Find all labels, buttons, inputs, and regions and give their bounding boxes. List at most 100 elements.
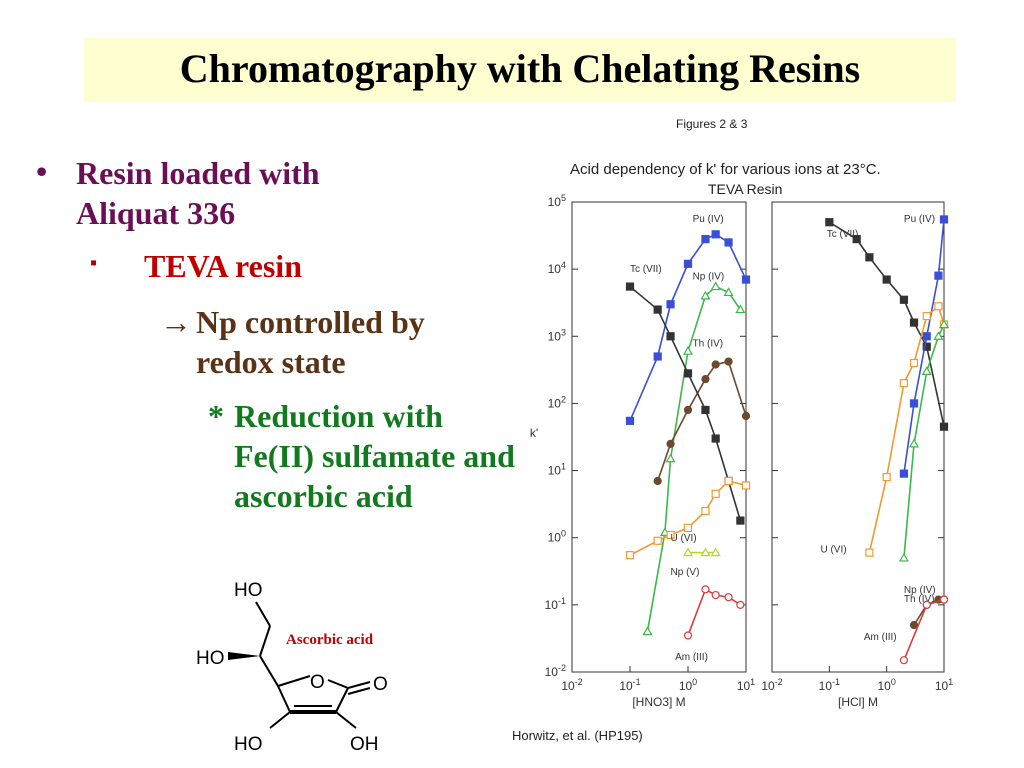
series-label: Np (IV) bbox=[693, 272, 725, 283]
data-point bbox=[865, 253, 874, 262]
y-tick-label: 100 bbox=[548, 529, 566, 545]
bond bbox=[327, 679, 349, 689]
data-point bbox=[653, 536, 662, 545]
series-line bbox=[828, 221, 945, 427]
data-point bbox=[922, 600, 931, 609]
series-label: U (VI) bbox=[671, 533, 697, 544]
data-point bbox=[933, 331, 944, 340]
data-point bbox=[899, 379, 909, 388]
data-point bbox=[939, 595, 949, 604]
data-point bbox=[724, 238, 733, 247]
atom-ho-top: HO bbox=[234, 580, 263, 601]
y-tick-label: 10-1 bbox=[545, 596, 566, 612]
bullet-marker: • bbox=[36, 153, 48, 189]
data-point bbox=[683, 405, 693, 415]
data-point bbox=[899, 469, 909, 478]
data-point bbox=[711, 434, 720, 443]
data-point bbox=[701, 405, 710, 415]
y-tick-label: 104 bbox=[548, 260, 566, 276]
data-point bbox=[939, 215, 949, 224]
data-point bbox=[700, 547, 711, 557]
plot-frame bbox=[571, 201, 747, 673]
series-label: Am (III) bbox=[675, 652, 708, 663]
data-point bbox=[909, 358, 919, 368]
bond bbox=[335, 687, 349, 713]
ascorbic-acid-structure: HO HO O O HO OH bbox=[196, 580, 388, 755]
chart-panels: 10-2 10-1 100 101 102 103 104 105 10-2 10-1 100 101… bbox=[530, 193, 953, 709]
data-point bbox=[741, 481, 751, 490]
data-point bbox=[666, 300, 675, 309]
data-point bbox=[711, 360, 720, 369]
data-point bbox=[934, 271, 943, 280]
data-point bbox=[683, 523, 693, 533]
bond bbox=[335, 711, 357, 729]
bullet-np-redox-text: Np controlled by redox state bbox=[196, 304, 425, 380]
data-point bbox=[682, 547, 694, 557]
bullet-reduction-text: Reduction with Fe(II) sulfamate and asco… bbox=[234, 398, 515, 514]
series-label: U (VI) bbox=[820, 545, 846, 556]
bond bbox=[277, 675, 311, 687]
x-axis-label: [HCl] M bbox=[838, 695, 878, 709]
data-point bbox=[653, 352, 662, 361]
data-point bbox=[625, 282, 635, 291]
data-point bbox=[683, 631, 693, 640]
atom-o-ring: O bbox=[310, 672, 325, 693]
data-point bbox=[882, 275, 891, 284]
data-point bbox=[735, 304, 746, 314]
y-tick-label: 10-2 bbox=[545, 663, 566, 679]
data-point bbox=[736, 600, 745, 609]
bullet-list: • Resin loaded with Aliquat 336 ▪ TEVA r… bbox=[36, 153, 515, 514]
x-tick-label: 100 bbox=[679, 677, 697, 693]
data-point bbox=[711, 230, 720, 239]
data-point bbox=[711, 590, 720, 600]
data-point bbox=[711, 489, 720, 498]
series-label: Tc (VII) bbox=[630, 264, 662, 275]
data-point bbox=[909, 399, 919, 408]
y-tick-label: 102 bbox=[548, 394, 566, 410]
data-point bbox=[724, 476, 733, 486]
atom-ho-bottom: HO bbox=[234, 734, 263, 755]
structure-label: Ascorbic acid bbox=[286, 632, 374, 648]
data-point bbox=[865, 548, 874, 557]
data-point bbox=[666, 332, 675, 341]
series-line bbox=[629, 480, 747, 556]
data-point bbox=[922, 332, 931, 341]
data-point bbox=[852, 235, 861, 244]
data-point bbox=[898, 552, 909, 562]
data-point bbox=[653, 476, 662, 486]
y-axis-label: k' bbox=[530, 426, 538, 440]
figure-caption: Figures 2 & 3 bbox=[676, 117, 748, 131]
data-point bbox=[736, 516, 745, 525]
bond bbox=[347, 681, 371, 689]
series-label: Th (IV) bbox=[904, 594, 935, 605]
bullet-resin: Resin loaded with Aliquat 336 bbox=[76, 155, 320, 231]
sub-bullet-marker: ▪ bbox=[90, 252, 98, 274]
data-point bbox=[653, 305, 662, 314]
figure-source: Horwitz, et al. (HP195) bbox=[512, 728, 643, 743]
bond bbox=[347, 687, 371, 695]
data-point bbox=[701, 585, 710, 594]
data-point bbox=[666, 439, 675, 448]
bullet-teva: TEVA resin bbox=[144, 248, 302, 284]
bond bbox=[255, 601, 271, 627]
x-axis-label: [HNO3] M bbox=[632, 695, 685, 709]
bond bbox=[259, 625, 271, 657]
series-label: Pu (IV) bbox=[693, 214, 724, 225]
y-tick-label: 105 bbox=[548, 193, 566, 209]
data-point bbox=[899, 295, 909, 304]
data-point bbox=[701, 235, 710, 244]
teva-figure: Figures 2 & 3 Acid dependency of k' for … bbox=[512, 117, 953, 743]
data-point bbox=[934, 302, 943, 311]
data-point bbox=[899, 656, 909, 665]
data-point bbox=[724, 593, 733, 602]
x-tick-label: 100 bbox=[877, 677, 895, 693]
series-line bbox=[868, 304, 945, 553]
x-tick-label: 101 bbox=[935, 677, 953, 693]
bond bbox=[277, 685, 291, 713]
bond bbox=[259, 655, 279, 687]
asterisk-marker: * bbox=[208, 398, 224, 434]
plot-frame bbox=[771, 201, 945, 673]
data-point bbox=[825, 218, 834, 227]
y-tick-label: 101 bbox=[548, 462, 566, 478]
bond bbox=[269, 711, 291, 729]
